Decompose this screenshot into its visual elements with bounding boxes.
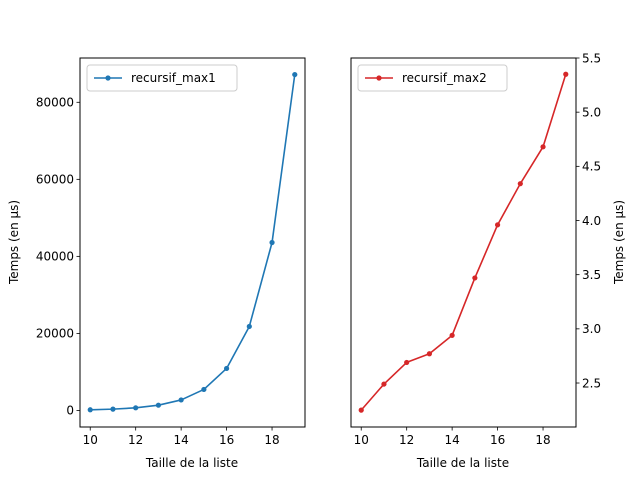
- right-y-tick-label: 3.5: [582, 268, 601, 282]
- left-x-tick-label: 18: [264, 433, 279, 447]
- left-series-line: [90, 74, 296, 411]
- right-data-point: [449, 332, 455, 338]
- left-legend-label: recursif_max1: [131, 71, 216, 85]
- right-data-point: [472, 275, 478, 281]
- right-x-tick-label: 18: [535, 433, 550, 447]
- left-x-axis-label: Taille de la liste: [145, 456, 238, 470]
- right-data-point: [426, 351, 433, 357]
- left-data-point: [87, 407, 93, 413]
- right-y-tick-label: 3.0: [582, 322, 601, 336]
- right-legend-label: recursif_max2: [402, 71, 487, 85]
- left-plot-frame: [79, 57, 306, 428]
- left-legend: recursif_max1: [86, 64, 238, 92]
- left-x-tick-label: 10: [83, 433, 98, 447]
- right-plot-frame: [350, 57, 577, 428]
- right-y-tick-label: 4.0: [582, 214, 601, 228]
- right-data-point: [381, 381, 387, 387]
- left-y-axis-ticks: 0 20000 40000 60000 80000: [36, 96, 80, 418]
- left-data-point: [133, 405, 139, 411]
- right-x-tick-label: 14: [444, 433, 459, 447]
- right-x-axis-ticks: 10 12 14 16 18: [354, 427, 551, 447]
- left-x-tick-label: 12: [128, 433, 143, 447]
- right-legend-box: [357, 64, 508, 92]
- left-x-tick-label: 14: [173, 433, 188, 447]
- left-y-axis-label: Temps (en µs): [7, 200, 21, 285]
- left-data-point: [269, 239, 275, 246]
- right-y-axis-label: Temps (en µs): [612, 200, 626, 285]
- right-plot-panel: 10 12 14 16 18 2.5 3.0 3.5 4.0 4.5 5.0 5.5 Taille …: [350, 51, 626, 470]
- right-x-axis-label: Taille de la liste: [416, 456, 509, 470]
- right-x-tick-label: 10: [354, 433, 369, 447]
- right-y-tick-label: 5.0: [582, 105, 601, 119]
- right-x-tick-label: 16: [490, 433, 505, 447]
- left-data-point: [178, 397, 184, 403]
- left-y-tick-label: 20000: [36, 327, 74, 341]
- left-y-tick-label: 80000: [36, 96, 74, 110]
- left-plot-marks: [87, 71, 298, 413]
- right-data-point: [358, 407, 364, 413]
- left-data-point: [201, 386, 207, 393]
- right-y-axis-ticks: 2.5 3.0 3.5 4.0 4.5 5.0 5.5: [576, 51, 601, 390]
- left-data-point: [110, 406, 116, 412]
- left-y-tick-label: 40000: [36, 250, 74, 264]
- right-y-tick-label: 2.5: [582, 376, 601, 390]
- right-series-line: [360, 74, 567, 411]
- left-data-point: [246, 323, 252, 330]
- right-x-tick-label: 12: [399, 433, 414, 447]
- right-data-point: [494, 222, 501, 228]
- right-y-tick-label: 4.5: [582, 160, 601, 174]
- left-data-point: [223, 365, 230, 372]
- left-x-tick-label: 16: [219, 433, 234, 447]
- right-plot-marks: [358, 71, 569, 413]
- right-legend-marker: [376, 75, 382, 81]
- left-data-point: [155, 402, 162, 408]
- right-y-tick-label: 5.5: [582, 51, 601, 65]
- left-legend-box: [86, 64, 238, 92]
- right-data-point: [404, 359, 410, 366]
- right-data-point: [540, 144, 546, 150]
- left-plot-panel: 10 12 14 16 18 0 20000 40000 60000 80000 Taille …: [7, 57, 306, 470]
- left-y-tick-label: 0: [66, 404, 74, 418]
- left-y-tick-label: 60000: [36, 173, 74, 187]
- right-data-point: [563, 71, 569, 77]
- right-data-point: [517, 181, 523, 187]
- left-legend-marker: [105, 75, 111, 81]
- right-legend: recursif_max2: [357, 64, 508, 92]
- left-x-axis-ticks: 10 12 14 16 18: [83, 427, 280, 447]
- left-data-point: [292, 71, 298, 78]
